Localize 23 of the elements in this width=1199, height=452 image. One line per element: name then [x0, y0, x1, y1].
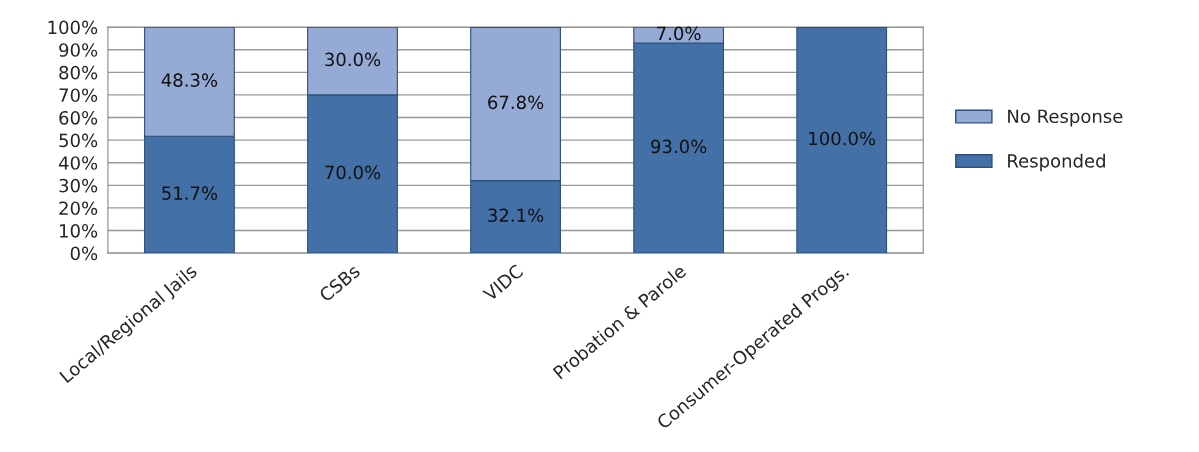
data-label: 70.0%: [325, 165, 381, 180]
data-label: 100.0%: [809, 131, 876, 146]
data-label: 32.1%: [488, 208, 544, 223]
y-tick-label: 30%: [59, 178, 98, 193]
legend-label: No Response: [1008, 109, 1123, 127]
data-label: 30.0%: [325, 52, 381, 67]
y-tick-label: 0%: [70, 246, 98, 261]
y-tick-label: 80%: [59, 65, 98, 80]
y-tick-label: 20%: [59, 201, 98, 216]
legend-label: Responded: [1008, 153, 1105, 172]
y-tick-label: 100%: [48, 20, 98, 35]
y-tick-label: 10%: [60, 223, 98, 238]
y-tick-label: 90%: [59, 43, 98, 57]
data-label: 48.3%: [161, 73, 218, 87]
data-label: 7.0%: [657, 26, 701, 41]
y-tick-label: 60%: [59, 110, 98, 125]
y-tick-label: 40%: [58, 156, 98, 170]
data-label: 67.8%: [488, 95, 544, 110]
y-tick-label: 50%: [59, 133, 98, 148]
data-label: 51.7%: [162, 186, 218, 200]
y-tick-label: 70%: [59, 88, 98, 103]
data-label: 93.0%: [651, 139, 707, 154]
bar: [796, 27, 888, 254]
